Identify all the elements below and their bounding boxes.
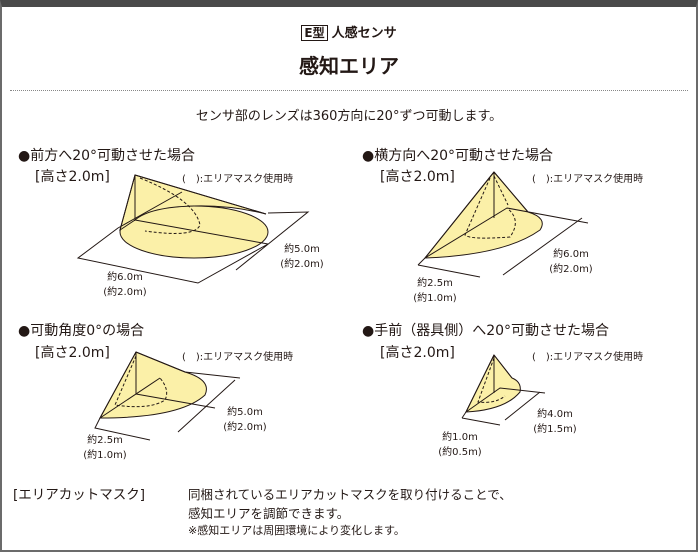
diagram-forward bbox=[76, 174, 310, 284]
detection-cone bbox=[134, 174, 267, 222]
dimension-width: 約6.0m (約2.0m) bbox=[103, 272, 147, 298]
area-cut-mask-label: [エリアカットマスク] bbox=[13, 487, 146, 503]
dimension-depth: 約5.0m (約2.0m) bbox=[280, 244, 324, 270]
mask-outline bbox=[464, 175, 516, 239]
mask-note: ( ):エリアマスク使用時 bbox=[532, 174, 644, 185]
height-label: [高さ2.0m] bbox=[35, 345, 110, 361]
detection-cone bbox=[423, 171, 543, 259]
dimension-depth: 約4.0m (約1.5m) bbox=[533, 409, 577, 435]
height-label: [高さ2.0m] bbox=[380, 345, 455, 361]
dimension-depth: 約5.0m (約2.0m) bbox=[223, 407, 267, 433]
lead-text: センサ部のレンズは360方向に20°ずつ可動します。 bbox=[195, 109, 503, 124]
footer-line-1: 同梱されているエリアカットマスクを取り付けることで、 bbox=[188, 487, 512, 502]
diagram-heading: ●前方へ20°可動させた場合 bbox=[18, 148, 196, 164]
page-title: 感知エリア bbox=[299, 54, 399, 78]
dotted-divider bbox=[10, 90, 688, 91]
footer-line-2: 感知エリアを調節できます。 bbox=[188, 506, 350, 521]
subtitle: E型 人感センサ bbox=[0, 22, 698, 41]
detection-cone bbox=[465, 354, 521, 413]
mask-note: ( ):エリアマスク使用時 bbox=[182, 352, 294, 363]
sensor-label: 人感センサ bbox=[331, 26, 397, 41]
diagram-toward-fixture bbox=[461, 354, 546, 426]
dimension-width: 約2.5m (約1.0m) bbox=[413, 278, 457, 304]
detection-cone bbox=[99, 351, 207, 419]
dimension-depth: 約6.0m (約2.0m) bbox=[549, 249, 593, 275]
diagram-heading: ●手前（器具側）へ20°可動させた場合 bbox=[362, 323, 610, 339]
diagram-sideways bbox=[417, 171, 589, 278]
diagram-angle-zero bbox=[94, 351, 241, 441]
type-badge: E型 bbox=[301, 25, 328, 41]
mask-outline bbox=[477, 357, 506, 403]
dimension-width: 約1.0m (約0.5m) bbox=[438, 432, 482, 458]
mask-outline bbox=[114, 355, 168, 408]
diagram-heading: ●可動角度0°の場合 bbox=[18, 323, 145, 339]
dimension-width: 約2.5m (約1.0m) bbox=[83, 435, 127, 461]
mask-note: ( ):エリアマスク使用時 bbox=[182, 174, 294, 185]
diagram-heading: ●横方向へ20°可動させた場合 bbox=[362, 148, 554, 164]
footer-note: ※感知エリアは周囲環境により変化します。 bbox=[188, 524, 405, 537]
height-label: [高さ2.0m] bbox=[380, 169, 455, 185]
height-label: [高さ2.0m] bbox=[35, 169, 110, 185]
mask-note: ( ):エリアマスク使用時 bbox=[532, 352, 644, 363]
